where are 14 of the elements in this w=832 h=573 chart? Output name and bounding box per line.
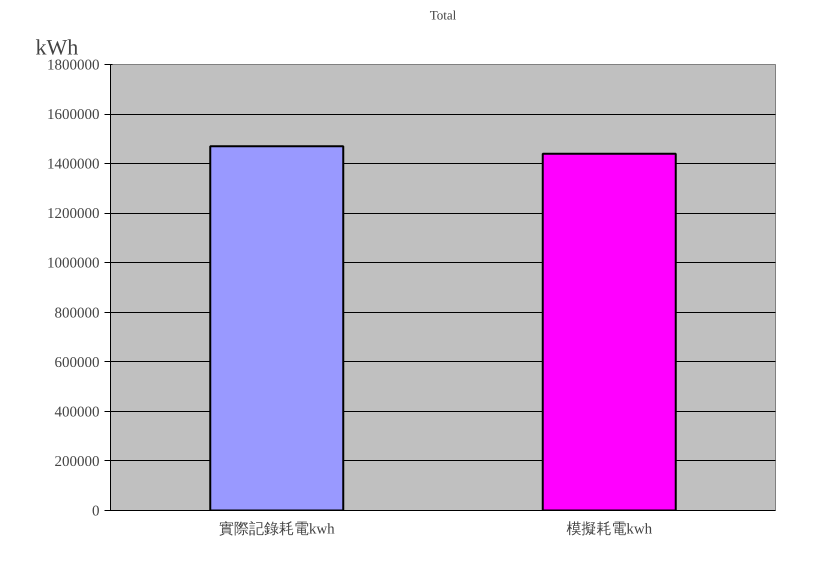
chart-title: Total xyxy=(430,8,457,22)
y-axis-title: kWh xyxy=(36,34,78,60)
x-tick-label: 模擬耗電kwh xyxy=(566,520,653,538)
y-tick-label: 1000000 xyxy=(47,256,100,272)
y-tick-label: 200000 xyxy=(54,454,100,470)
y-tick-label: 800000 xyxy=(54,305,100,322)
y-tick-label: 600000 xyxy=(54,354,100,371)
x-tick-label: 實際記錄耗電kwh xyxy=(218,520,336,538)
y-tick-label: 1200000 xyxy=(47,206,100,222)
y-tick-label: 1800000 xyxy=(47,58,100,74)
y-tick-label: 1600000 xyxy=(47,107,100,124)
y-tick-label: 0 xyxy=(92,504,100,520)
y-tick-label: 400000 xyxy=(54,404,100,420)
y-tick-label: 1400000 xyxy=(47,156,100,173)
